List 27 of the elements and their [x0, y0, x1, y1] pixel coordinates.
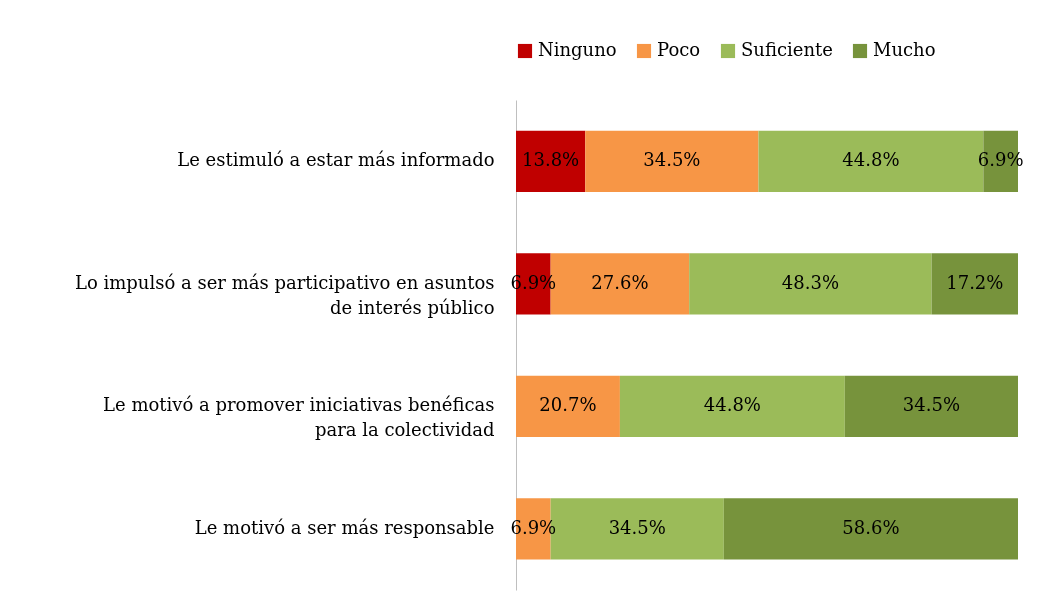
legend-label: Poco [657, 39, 701, 60]
bar [723, 498, 1018, 560]
data-label: 34.5% [643, 149, 701, 171]
data-label: 17.2% [946, 271, 1004, 293]
legend-label: Suficiente [741, 39, 833, 60]
bar [585, 130, 759, 192]
data-label: 44.8% [842, 149, 900, 171]
bar [689, 253, 932, 315]
data-label: 13.8% [522, 149, 580, 171]
data-label: 58.6% [842, 516, 900, 538]
y-tick-label: Le motivó a ser más responsable [194, 516, 495, 538]
data-label: 48.3% [781, 271, 840, 293]
data-label: 44.8% [703, 394, 761, 416]
bar [619, 375, 845, 437]
data-label: 27.6% [591, 271, 649, 293]
y-tick-label: Le estimuló a estar más informado [177, 149, 495, 171]
bar [931, 253, 1018, 315]
bar [844, 375, 1018, 437]
legend-label: Mucho [873, 39, 936, 60]
legend-label: Ninguno [538, 39, 617, 60]
y-tick-label: Lo impulsó a ser más participativo en asuntos de interés público [74, 271, 495, 318]
data-label: 34.5% [608, 516, 666, 538]
bar [516, 375, 620, 437]
data-label: 34.5% [902, 394, 960, 416]
data-label: 20.7% [539, 394, 597, 416]
y-tick-label: Le motivó a promover iniciativas benéficas para la colectividad [103, 394, 495, 441]
bar [516, 130, 586, 192]
